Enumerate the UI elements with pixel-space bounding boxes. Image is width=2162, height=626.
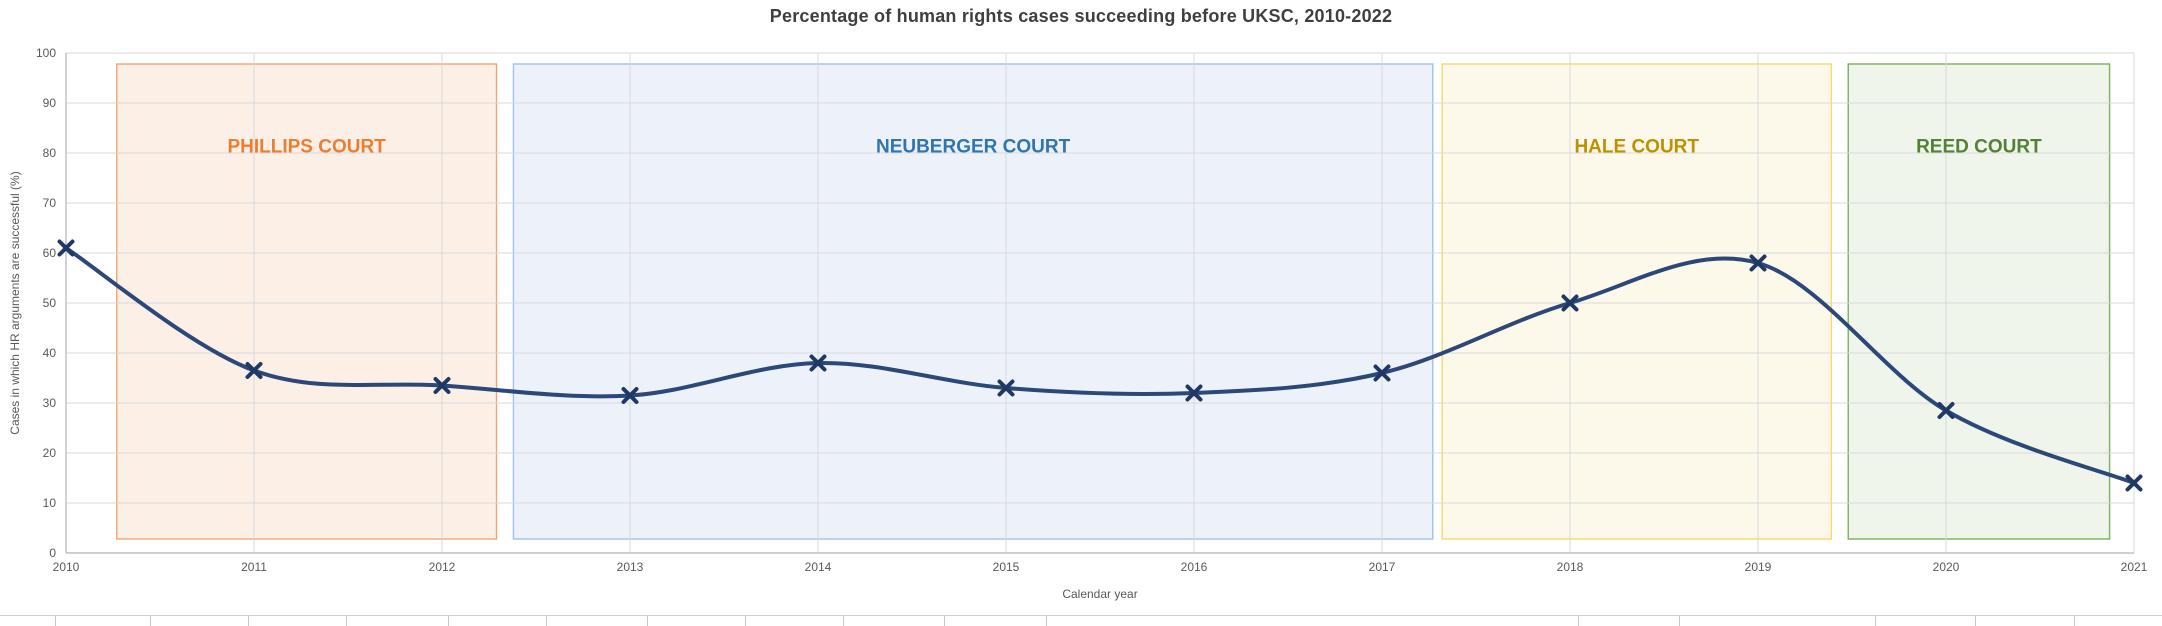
data-point-marker-2012 <box>433 377 451 394</box>
spreadsheet-cell-border-tick <box>843 616 844 626</box>
spreadsheet-cell-border-tick <box>1046 616 1047 626</box>
x-tick-label-2019: 2019 <box>1745 560 1772 574</box>
data-point-marker-2014 <box>809 354 827 372</box>
x-tick-label-2011: 2011 <box>241 560 267 574</box>
spreadsheet-cell-border-tick <box>944 616 945 626</box>
x-axis-title: Calendar year <box>1062 587 1138 601</box>
data-point-marker-2015 <box>997 379 1015 397</box>
spreadsheet-cell-border-tick <box>1875 616 1876 626</box>
data-point-marker-2013 <box>621 387 639 404</box>
era-band-reed-court <box>1847 63 2111 540</box>
y-tick-label-30: 30 <box>43 396 57 410</box>
spreadsheet-cell-border-tick <box>1679 616 1680 626</box>
era-band-label: HALE COURT <box>1574 137 1699 158</box>
spreadsheet-cell-border-tick <box>546 616 547 626</box>
x-tick-label-2015: 2015 <box>993 560 1020 574</box>
y-tick-label-40: 40 <box>43 346 57 360</box>
data-point-marker-2017 <box>1373 364 1391 382</box>
y-tick-label-100: 100 <box>36 46 56 60</box>
spreadsheet-cell-borders <box>0 615 2162 626</box>
x-tick-label-2020: 2020 <box>1933 560 1960 574</box>
y-tick-label-0: 0 <box>49 546 56 560</box>
y-tick-label-60: 60 <box>43 246 57 260</box>
y-axis-title: Cases in which HR arguments are successf… <box>8 171 22 435</box>
data-point-marker-2021 <box>2125 474 2143 492</box>
x-tick-label-2012: 2012 <box>429 560 456 574</box>
y-tick-label-70: 70 <box>43 196 57 210</box>
y-tick-label-90: 90 <box>43 96 57 110</box>
chart-title: Percentage of human rights cases succeed… <box>769 6 1393 26</box>
era-band-label: REED COURT <box>1916 137 2042 158</box>
x-tick-label-2013: 2013 <box>617 560 644 574</box>
era-band-phillips-court <box>116 63 498 540</box>
x-tick-label-2016: 2016 <box>1181 560 1208 574</box>
spreadsheet-cell-border-tick <box>1975 616 1976 626</box>
spreadsheet-cell-border-tick <box>150 616 151 626</box>
spreadsheet-cell-border-tick <box>1578 616 1579 626</box>
y-tick-label-20: 20 <box>43 446 57 460</box>
y-tick-label-80: 80 <box>43 146 57 160</box>
spreadsheet-cell-border-tick <box>745 616 746 626</box>
era-band-hale-court <box>1441 63 1833 540</box>
spreadsheet-cell-border-tick <box>2074 616 2075 626</box>
spreadsheet-cell-border-tick <box>647 616 648 626</box>
spreadsheet-cell-border-tick <box>448 616 449 626</box>
data-point-marker-2020 <box>1937 402 1955 419</box>
spreadsheet-cell-border-tick <box>346 616 347 626</box>
x-tick-label-2021: 2021 <box>2121 560 2148 574</box>
era-band-label: PHILLIPS COURT <box>227 137 386 158</box>
x-tick-label-2017: 2017 <box>1369 560 1396 574</box>
spreadsheet-cell-border-tick <box>248 616 249 626</box>
data-point-marker-2011 <box>245 362 263 379</box>
plot-area: PHILLIPS COURT NEUBERGER COURT HALE COURT R… <box>36 46 2148 574</box>
era-band-neuberger-court <box>512 63 1434 540</box>
x-tick-label-2014: 2014 <box>805 560 832 574</box>
era-band-label: NEUBERGER COURT <box>876 137 1071 158</box>
y-tick-label-50: 50 <box>43 296 57 310</box>
data-point-marker-2010 <box>57 239 75 257</box>
spreadsheet-cell-border-tick <box>55 616 56 626</box>
trend-line <box>64 246 2136 485</box>
data-point-marker-2018 <box>1561 294 1579 312</box>
data-point-marker-2016 <box>1185 384 1203 402</box>
x-tick-label-2018: 2018 <box>1557 560 1584 574</box>
y-tick-label-10: 10 <box>43 496 57 510</box>
data-point-marker-2019 <box>1749 254 1767 272</box>
x-tick-label-2010: 2010 <box>53 560 80 574</box>
